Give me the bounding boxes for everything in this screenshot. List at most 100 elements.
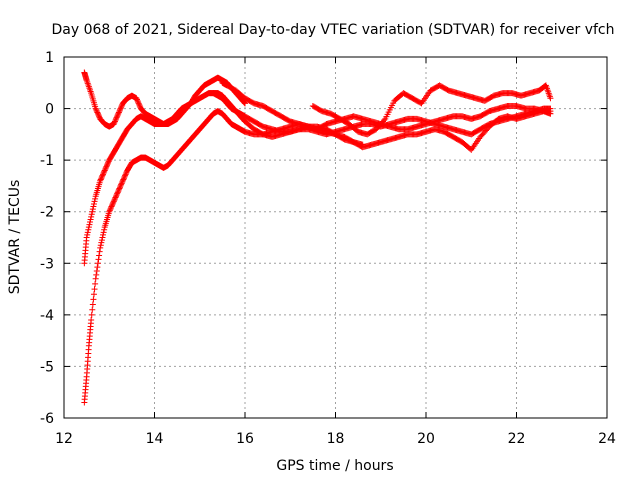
data-point-marker — [134, 97, 141, 104]
data-point-marker — [100, 171, 107, 178]
data-point-marker — [97, 244, 104, 251]
data-point-marker — [92, 105, 99, 112]
data-point-marker — [118, 180, 125, 187]
data-point-marker — [93, 271, 100, 278]
data-point-marker — [103, 163, 110, 170]
series-track-d — [210, 90, 554, 138]
data-point-marker — [110, 199, 117, 206]
data-point-marker — [381, 117, 388, 124]
data-point-marker — [547, 105, 554, 112]
data-point-marker — [94, 260, 101, 267]
data-point-marker — [120, 175, 127, 182]
data-point-marker — [547, 110, 554, 117]
data-point-marker — [92, 280, 99, 287]
data-point-marker — [94, 109, 101, 116]
data-point-marker — [118, 181, 125, 188]
data-point-marker — [119, 177, 126, 184]
data-point-marker — [110, 198, 117, 205]
data-point-marker — [113, 114, 120, 121]
data-point-marker — [100, 229, 107, 236]
data-point-marker — [100, 231, 107, 238]
data-point-marker — [112, 117, 119, 124]
data-point-marker — [119, 179, 126, 186]
data-point-marker — [85, 224, 92, 231]
data-point-marker — [96, 248, 103, 255]
data-point-marker — [105, 159, 112, 166]
data-point-marker — [88, 211, 95, 218]
data-point-marker — [241, 99, 248, 106]
data-point-marker — [97, 242, 104, 249]
data-point-marker — [84, 231, 91, 238]
data-point-marker — [114, 113, 121, 120]
data-point-marker — [104, 161, 111, 168]
data-point-marker — [92, 195, 99, 202]
y-tick-label: -1 — [40, 153, 54, 169]
series-track-c — [81, 108, 554, 406]
data-points — [81, 69, 554, 406]
data-point-marker — [99, 172, 106, 179]
data-point-marker — [111, 197, 118, 204]
data-point-marker — [116, 108, 123, 115]
data-point-marker — [93, 108, 100, 115]
data-point-marker — [89, 301, 96, 308]
data-point-marker — [114, 190, 121, 197]
data-point-marker — [87, 216, 94, 223]
data-point-marker — [122, 172, 129, 179]
data-point-marker — [106, 207, 113, 214]
y-tick-label: -5 — [40, 359, 54, 375]
data-point-marker — [91, 198, 98, 205]
data-point-marker — [88, 317, 95, 324]
data-point-marker — [88, 311, 95, 318]
y-tick-label: -4 — [40, 308, 54, 324]
data-point-marker — [547, 95, 554, 102]
data-point-marker — [133, 96, 140, 103]
data-point-marker — [113, 193, 120, 200]
data-point-marker — [87, 219, 94, 226]
data-point-marker — [108, 203, 115, 210]
data-point-marker — [98, 175, 105, 182]
data-point-marker — [114, 189, 121, 196]
x-tick-label: 12 — [55, 431, 73, 447]
data-point-marker — [115, 186, 122, 193]
data-point-marker — [103, 162, 110, 169]
data-point-marker — [90, 200, 97, 207]
data-point-marker — [90, 291, 97, 298]
data-point-marker — [107, 204, 114, 211]
data-point-marker — [90, 203, 97, 210]
x-axis-title: GPS time / hours — [276, 458, 393, 474]
data-point-marker — [97, 176, 104, 183]
data-point-marker — [111, 195, 118, 202]
data-point-marker — [107, 206, 114, 213]
data-point-marker — [111, 118, 118, 125]
data-point-marker — [101, 226, 108, 233]
data-point-marker — [122, 171, 129, 178]
data-point-marker — [118, 102, 125, 109]
data-point-marker — [90, 296, 97, 303]
y-tick-label: -3 — [40, 256, 54, 272]
data-point-marker — [115, 188, 122, 195]
data-point-marker — [86, 221, 93, 228]
data-point-marker — [98, 237, 105, 244]
x-tick-label: 14 — [146, 431, 164, 447]
data-point-marker — [102, 164, 109, 171]
x-tick-label: 20 — [417, 431, 435, 447]
data-point-marker — [135, 100, 142, 107]
plot-frame — [63, 56, 608, 419]
data-point-marker — [99, 234, 106, 241]
y-axis-title: SDTVAR / TECUs — [7, 180, 23, 295]
data-point-marker — [117, 105, 124, 112]
y-tick-label: 0 — [45, 102, 54, 118]
data-point-marker — [112, 194, 119, 201]
data-point-marker — [94, 110, 101, 117]
data-point-marker — [113, 115, 120, 122]
data-point-marker — [85, 226, 92, 233]
data-point-marker — [133, 95, 140, 102]
data-point-marker — [92, 275, 99, 282]
data-point-marker — [93, 268, 100, 275]
data-point-marker — [113, 191, 120, 198]
data-point-marker — [84, 229, 91, 236]
data-point-marker — [100, 170, 107, 177]
data-point-marker — [109, 202, 116, 209]
data-point-marker — [98, 239, 105, 246]
